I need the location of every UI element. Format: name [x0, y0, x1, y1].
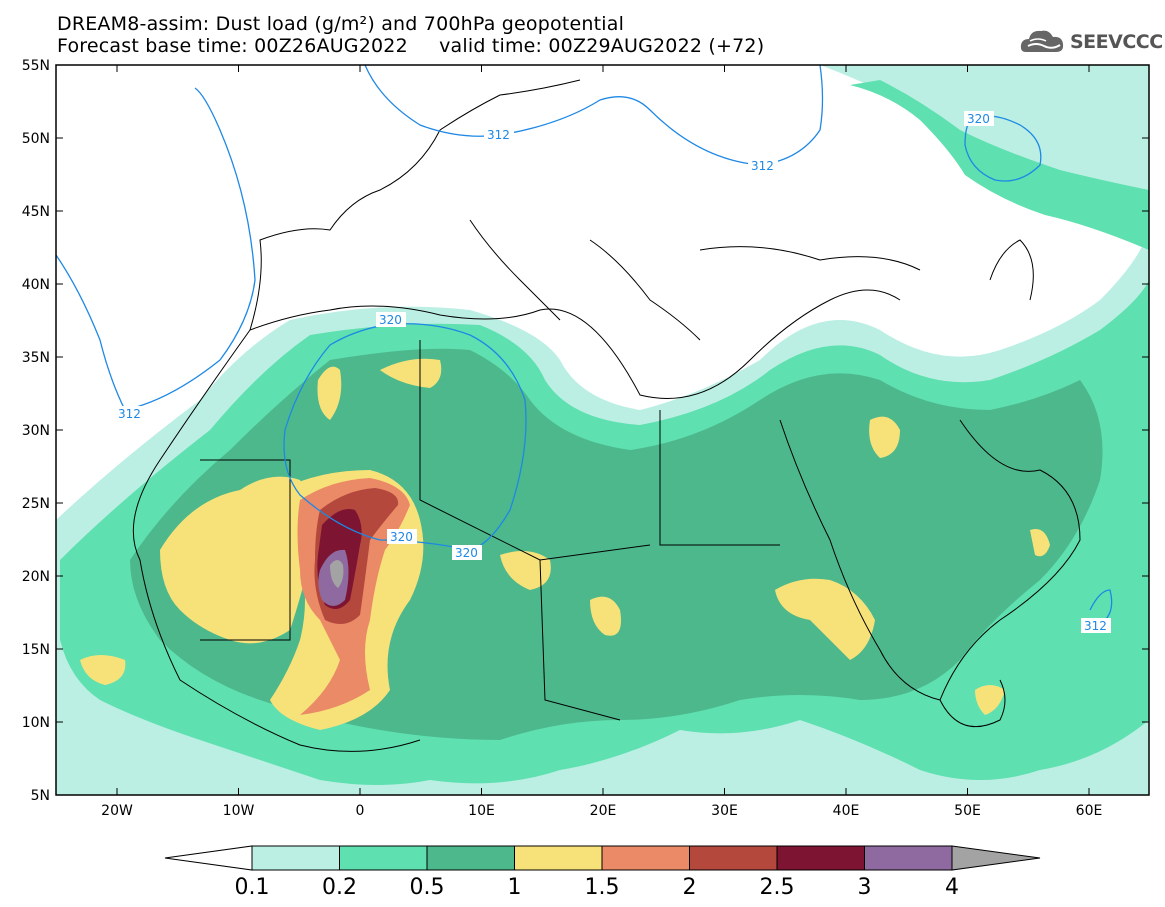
longitude-axis: 20W 10W 0 10E 20E 30E 40E 50E 60E — [101, 65, 1102, 819]
cloud-icon — [1020, 30, 1064, 52]
colorbar-over-triangle — [951, 845, 1041, 871]
north-africa-coast — [249, 289, 901, 399]
dust-field-grey — [330, 560, 344, 588]
west-africa-coast — [132, 329, 421, 752]
arabia-coast — [939, 419, 1081, 701]
lon-label: 30E — [711, 803, 738, 819]
colorbar-under-triangle — [164, 845, 253, 871]
lat-label: 55N — [22, 58, 50, 74]
colorbar-label: 0.5 — [410, 875, 445, 900]
contour-320-caspian — [964, 115, 1042, 182]
contour-label-312-europe-west: 312 — [487, 128, 510, 142]
colorbar-label: 0.1 — [235, 875, 270, 900]
lat-label: 5N — [31, 788, 50, 804]
lat-label: 40N — [22, 277, 50, 293]
dust-field-yellow-somalia — [975, 685, 1005, 715]
lon-label: 20E — [590, 803, 617, 819]
colorbar-swatch — [251, 845, 340, 871]
contour-label-312-europe-east: 312 — [751, 159, 774, 173]
map-title: DREAM8-assim: Dust load (g/m²) and 700hP… — [57, 13, 625, 35]
seevccc-logo: SEEVCCC — [1070, 31, 1163, 53]
contour-label-320-sahara-b: 320 — [455, 546, 478, 560]
contour-label-group: 312 312 312 320 320 320 320 312 — [115, 111, 1111, 633]
colorbar-swatch — [601, 845, 690, 871]
colorbar-label: 4 — [945, 875, 959, 900]
lat-label: 20N — [22, 569, 50, 585]
dust-field-yellow-cape-verde — [80, 655, 126, 685]
dust-fields — [56, 65, 1149, 795]
lon-label: 60E — [1076, 803, 1103, 819]
caspian-coast — [989, 239, 1034, 301]
mauritania-border — [200, 459, 291, 641]
dust-field-yellow-west — [160, 476, 314, 644]
black-sea-coast — [699, 246, 921, 271]
colorbar-swatch — [776, 845, 865, 871]
colorbar: 0.1 0.2 0.5 1 1.5 2 2.5 3 4 — [164, 845, 1041, 900]
geopotential-contours — [56, 65, 1113, 621]
contour-label-320-caspian: 320 — [967, 112, 990, 126]
colorbar-label: 2.5 — [760, 875, 795, 900]
dust-field-yellow-algeria — [380, 358, 442, 388]
coastlines — [132, 79, 1081, 752]
horn-of-africa-coast — [939, 679, 1006, 728]
contour-312-atlantic — [56, 87, 256, 411]
balkans-coast — [589, 239, 701, 341]
colorbar-label: 3 — [858, 875, 872, 900]
contour-label-312-arabian-sea: 312 — [1084, 619, 1107, 633]
lon-label: 20W — [101, 803, 133, 819]
forecast-time-subtitle: Forecast base time: 00Z26AUG2022 valid t… — [57, 35, 765, 57]
contour-320-sahara — [283, 323, 527, 551]
colorbar-label: 0.2 — [322, 875, 357, 900]
lat-label: 15N — [22, 642, 50, 658]
colorbar-label: 1.5 — [585, 875, 620, 900]
colorbar-swatch — [514, 845, 603, 871]
colorbar-swatch — [689, 845, 778, 871]
lat-label: 25N — [22, 496, 50, 512]
dust-field-green-north — [850, 80, 1149, 250]
dust-field-yellow-sudan-a — [590, 596, 621, 636]
latitude-axis: 55N 50N 45N 40N 35N 30N 25N 20N 15N 10N 5N — [22, 58, 1149, 804]
contour-label-320-sahara-north: 320 — [379, 313, 402, 327]
colorbar-label: 1 — [508, 875, 522, 900]
dust-field-yellow-oman — [1030, 529, 1050, 557]
dust-field-yellow-sudan-b — [775, 578, 875, 660]
lon-label: 40E — [833, 803, 860, 819]
colorbar-swatch — [864, 845, 953, 871]
iberia-france-coast — [249, 79, 581, 331]
lon-label: 10W — [223, 803, 255, 819]
lon-label: 10E — [468, 803, 495, 819]
sahara-borders — [419, 340, 651, 561]
contour-label-312-atlantic: 312 — [118, 407, 141, 421]
lon-label: 0 — [356, 803, 365, 819]
red-sea-coast — [779, 419, 941, 701]
chad-border — [539, 559, 621, 721]
contour-312-arabian-sea — [1089, 589, 1113, 621]
colorbar-swatch — [426, 845, 515, 871]
italy-coast — [469, 219, 561, 321]
contour-312-europe — [364, 65, 824, 166]
lat-label: 50N — [22, 131, 50, 147]
lat-label: 10N — [22, 715, 50, 731]
egypt-sudan-border — [659, 410, 780, 546]
dust-field-yellow-morocco — [317, 366, 342, 420]
colorbar-swatch — [339, 845, 428, 871]
dust-field-yellow-saudi — [869, 416, 900, 458]
lat-label: 45N — [22, 204, 50, 220]
lat-label: 30N — [22, 423, 50, 439]
colorbar-label: 2 — [683, 875, 697, 900]
dust-field-yellow-chad — [500, 551, 551, 590]
lon-label: 50E — [954, 803, 981, 819]
lat-label: 35N — [22, 350, 50, 366]
contour-label-320-sahara-a: 320 — [390, 530, 413, 544]
